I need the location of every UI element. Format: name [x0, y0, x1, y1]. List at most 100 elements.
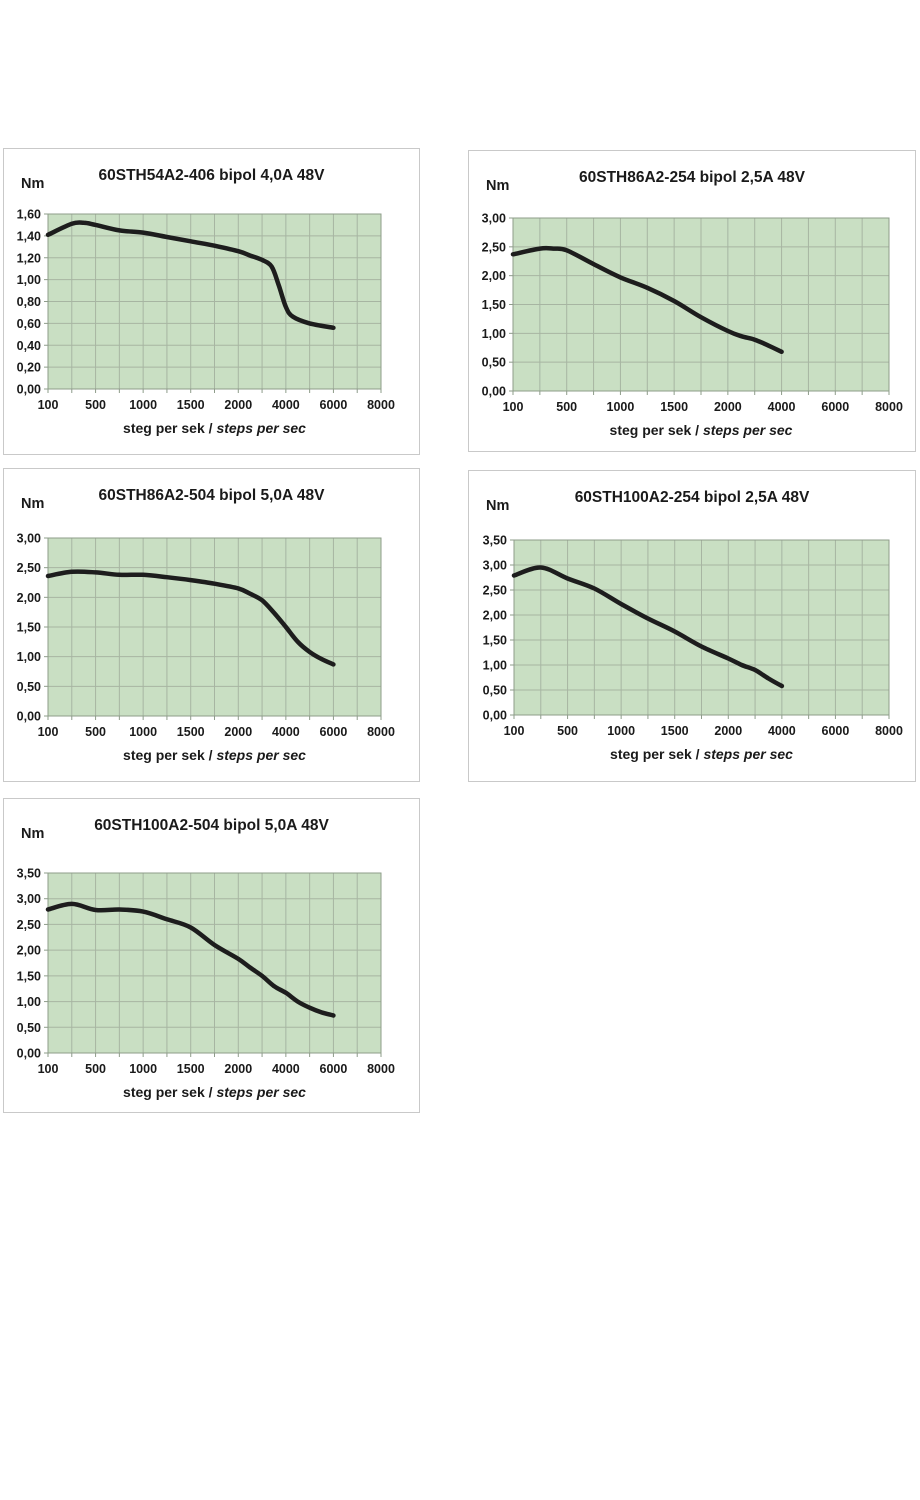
chart-panel-60sth86a2-504: Nm 60STH86A2-504 bipol 5,0A 48V 3,00 2,50… [3, 468, 420, 782]
svg-text:0,50: 0,50 [17, 680, 41, 694]
svg-text:1500: 1500 [177, 398, 205, 412]
svg-text:1,00: 1,00 [483, 659, 507, 673]
svg-text:2,50: 2,50 [17, 918, 41, 932]
x-axis-label: steg per sek / steps per sec [484, 746, 919, 762]
svg-text:100: 100 [503, 400, 524, 414]
svg-text:0,20: 0,20 [17, 361, 41, 375]
svg-text:1,00: 1,00 [17, 273, 41, 287]
svg-text:2000: 2000 [714, 400, 742, 414]
x-axis-label-swedish: steg per sek / [123, 1084, 217, 1100]
svg-text:2,00: 2,00 [17, 944, 41, 958]
svg-text:1500: 1500 [177, 1062, 205, 1076]
chart-panel-60sth100a2-504: Nm 60STH100A2-504 bipol 5,0A 48V 3,50 3,0… [3, 798, 420, 1113]
svg-text:8000: 8000 [367, 725, 395, 739]
svg-text:3,00: 3,00 [17, 532, 41, 546]
svg-text:0,00: 0,00 [17, 383, 41, 397]
svg-text:6000: 6000 [320, 398, 348, 412]
svg-text:3,00: 3,00 [17, 892, 41, 906]
svg-text:1,20: 1,20 [17, 251, 41, 265]
svg-text:0,80: 0,80 [17, 295, 41, 309]
svg-text:1000: 1000 [129, 398, 157, 412]
svg-text:0,00: 0,00 [17, 710, 41, 724]
svg-text:100: 100 [38, 398, 59, 412]
svg-text:8000: 8000 [367, 1062, 395, 1076]
svg-text:2000: 2000 [224, 398, 252, 412]
svg-text:1,50: 1,50 [17, 969, 41, 983]
svg-text:100: 100 [38, 1062, 59, 1076]
chart-panel-60sth86a2-254: Nm 60STH86A2-254 bipol 2,5A 48V 3,00 2,50… [468, 150, 916, 452]
svg-text:2,00: 2,00 [482, 269, 506, 283]
svg-text:4000: 4000 [768, 724, 796, 738]
svg-text:2000: 2000 [224, 725, 252, 739]
svg-text:1,60: 1,60 [17, 208, 41, 222]
x-axis-label: steg per sek / steps per sec [18, 1084, 411, 1100]
svg-text:1000: 1000 [607, 724, 635, 738]
svg-text:1500: 1500 [660, 400, 688, 414]
svg-text:500: 500 [85, 1062, 106, 1076]
svg-text:8000: 8000 [367, 398, 395, 412]
chart-title: 60STH100A2-254 bipol 2,5A 48V [574, 489, 810, 506]
x-axis-label-english: steps per sec [216, 747, 306, 763]
svg-text:1000: 1000 [129, 1062, 157, 1076]
svg-text:6000: 6000 [320, 725, 348, 739]
x-axis-label: steg per sek / steps per sec [483, 422, 919, 438]
svg-text:3,50: 3,50 [17, 867, 41, 881]
y-axis-unit-label: Nm [21, 496, 45, 512]
svg-text:1,00: 1,00 [17, 995, 41, 1009]
x-axis-label: steg per sek / steps per sec [18, 747, 411, 763]
y-axis-unit-label: Nm [21, 826, 45, 842]
x-axis-label-swedish: steg per sek / [123, 747, 217, 763]
chart-panel-60sth54a2-406: Nm 60STH54A2-406 bipol 4,0A 48V 1,60 1,40… [3, 148, 420, 455]
x-axis-label-swedish: steg per sek / [610, 746, 704, 762]
svg-text:1,00: 1,00 [482, 327, 506, 341]
x-axis-label-english: steps per sec [702, 422, 793, 438]
x-axis-label-english: steps per sec [216, 420, 306, 436]
svg-text:0,00: 0,00 [483, 709, 507, 723]
svg-text:6000: 6000 [821, 400, 849, 414]
chart-title: 60STH86A2-504 bipol 5,0A 48V [98, 487, 325, 504]
svg-text:500: 500 [85, 725, 106, 739]
svg-text:4000: 4000 [768, 400, 796, 414]
svg-text:1500: 1500 [661, 724, 689, 738]
y-axis-unit-label: Nm [21, 176, 45, 192]
svg-text:1000: 1000 [607, 400, 635, 414]
svg-text:1,50: 1,50 [483, 634, 507, 648]
svg-text:8000: 8000 [875, 724, 903, 738]
svg-text:3,00: 3,00 [482, 212, 506, 226]
x-axis-label-english: steps per sec [703, 746, 793, 762]
svg-text:100: 100 [38, 725, 59, 739]
svg-text:4000: 4000 [272, 398, 300, 412]
svg-text:500: 500 [85, 398, 106, 412]
chart-title: 60STH86A2-254 bipol 2,5A 48V [579, 169, 805, 186]
svg-text:100: 100 [504, 724, 525, 738]
svg-text:3,50: 3,50 [483, 534, 507, 548]
x-axis-label-swedish: steg per sek / [609, 422, 703, 438]
svg-text:2,00: 2,00 [17, 591, 41, 605]
svg-text:4000: 4000 [272, 1062, 300, 1076]
svg-text:2,50: 2,50 [17, 561, 41, 575]
x-axis-label-english: steps per sec [216, 1084, 306, 1100]
svg-text:1,40: 1,40 [17, 229, 41, 243]
y-axis-unit-label: Nm [486, 498, 510, 514]
svg-text:2000: 2000 [714, 724, 742, 738]
svg-text:0,40: 0,40 [17, 339, 41, 353]
svg-text:2,50: 2,50 [483, 584, 507, 598]
svg-text:3,00: 3,00 [483, 559, 507, 573]
chart-title: 60STH54A2-406 bipol 4,0A 48V [98, 167, 325, 184]
svg-text:2,00: 2,00 [483, 609, 507, 623]
chart-panel-60sth100a2-254: Nm 60STH100A2-254 bipol 2,5A 48V 3,50 3,0… [468, 470, 916, 782]
svg-text:1500: 1500 [177, 725, 205, 739]
svg-text:4000: 4000 [272, 725, 300, 739]
svg-text:1,00: 1,00 [17, 650, 41, 664]
svg-text:2000: 2000 [224, 1062, 252, 1076]
svg-text:500: 500 [556, 400, 577, 414]
svg-text:0,50: 0,50 [483, 684, 507, 698]
svg-text:500: 500 [557, 724, 578, 738]
svg-text:0,50: 0,50 [17, 1021, 41, 1035]
